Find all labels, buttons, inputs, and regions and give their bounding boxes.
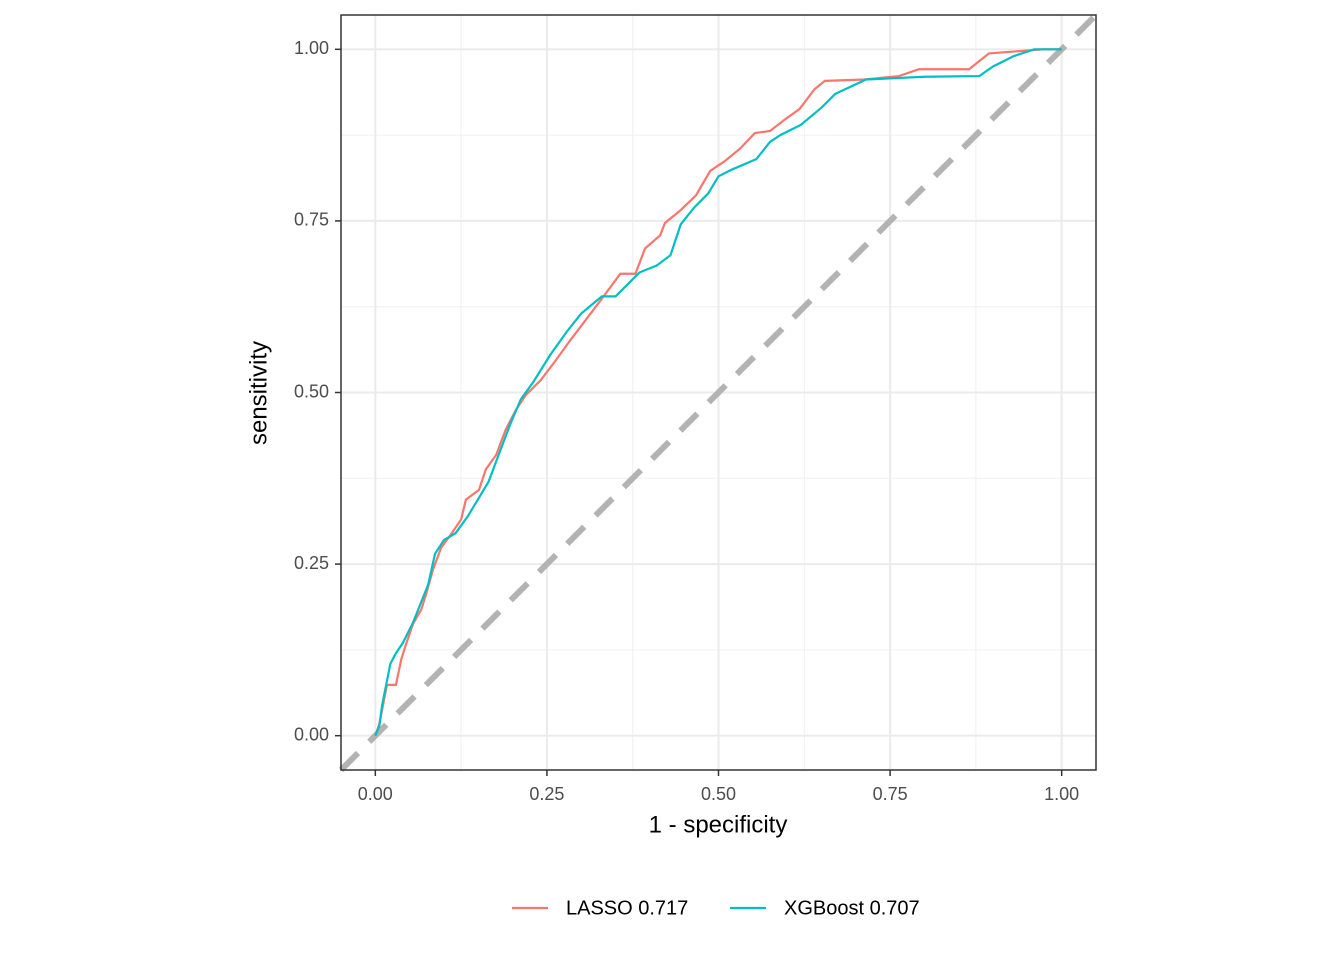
panel-border [340,14,1097,771]
roc-line [374,48,1062,737]
legend-label: XGBoost 0.707 [784,897,920,919]
x-axis-label: 1 - specificity [649,811,788,838]
y-tick-label: 0.00 [294,724,329,744]
y-tick-label: 0.75 [294,210,329,230]
roc-line [374,48,1062,737]
y-tick-label: 0.50 [294,381,329,401]
y-axis-label: sensitivity [245,341,272,445]
y-tick-label: 0.25 [294,553,329,573]
x-tick-label: 0.00 [358,784,393,804]
x-tick-label: 0.75 [873,784,908,804]
x-tick-label: 0.50 [701,784,736,804]
legend-label: LASSO 0.717 [566,897,688,919]
diagonal [338,12,1099,773]
x-tick-label: 0.25 [529,784,564,804]
y-tick-label: 1.00 [294,38,329,58]
x-tick-label: 1.00 [1044,784,1079,804]
